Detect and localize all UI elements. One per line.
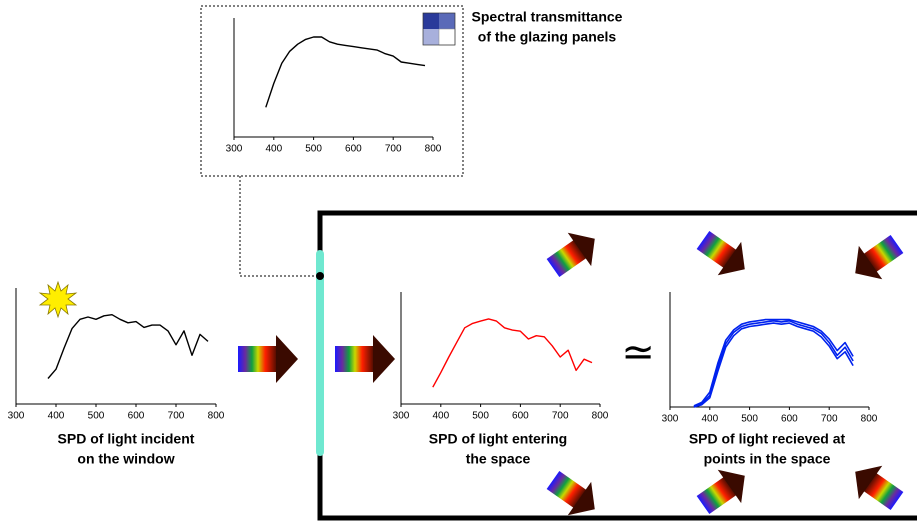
spectrum-line xyxy=(693,318,854,407)
spectrum-line xyxy=(693,322,854,408)
x-tick-label: 800 xyxy=(592,411,609,422)
caption: SPD of light recieved at xyxy=(689,431,846,447)
glazing-icon xyxy=(422,12,456,46)
x-tick-label: 600 xyxy=(345,144,362,155)
x-tick-label: 700 xyxy=(552,411,569,422)
light-arrow xyxy=(691,459,757,522)
spectrum-line xyxy=(693,320,854,408)
x-tick-label: 400 xyxy=(265,144,282,155)
x-tick-label: 300 xyxy=(8,411,25,422)
x-tick-label: 500 xyxy=(472,411,489,422)
x-tick-label: 800 xyxy=(425,144,442,155)
connector xyxy=(239,176,320,277)
x-tick-label: 300 xyxy=(662,414,679,425)
light-arrow xyxy=(843,227,909,290)
spectrum-line xyxy=(265,36,426,108)
x-tick-label: 700 xyxy=(821,414,838,425)
caption: on the window xyxy=(77,451,174,467)
x-tick-label: 300 xyxy=(393,411,410,422)
spectrum-line xyxy=(47,314,209,379)
x-tick-label: 600 xyxy=(781,414,798,425)
x-tick-label: 800 xyxy=(208,411,225,422)
caption: SPD of light incident xyxy=(58,431,195,447)
caption: SPD of light entering xyxy=(429,431,567,447)
x-tick-label: 300 xyxy=(226,144,243,155)
caption: the space xyxy=(466,451,531,467)
x-tick-label: 600 xyxy=(128,411,145,422)
junction xyxy=(316,272,324,280)
x-tick-label: 400 xyxy=(48,411,65,422)
light-arrow xyxy=(541,222,607,285)
x-tick-label: 700 xyxy=(385,144,402,155)
light-arrow xyxy=(238,335,298,383)
spectrum-line xyxy=(432,318,593,388)
window xyxy=(316,250,324,456)
x-tick-label: 400 xyxy=(701,414,718,425)
x-tick-label: 400 xyxy=(432,411,449,422)
relation-symbol: ≃ xyxy=(621,331,655,375)
caption: Spectral transmittance xyxy=(472,9,623,25)
caption: points in the space xyxy=(704,451,831,467)
x-tick-label: 500 xyxy=(741,414,758,425)
light-arrow xyxy=(691,223,757,286)
room-outline xyxy=(317,210,917,521)
x-tick-label: 700 xyxy=(168,411,185,422)
x-tick-label: 500 xyxy=(88,411,105,422)
x-tick-label: 800 xyxy=(861,414,878,425)
light-arrow xyxy=(335,335,395,383)
x-tick-label: 500 xyxy=(305,144,322,155)
sun xyxy=(38,280,78,319)
light-arrow xyxy=(843,455,909,518)
x-tick-label: 600 xyxy=(512,411,529,422)
caption: of the glazing panels xyxy=(478,29,617,45)
